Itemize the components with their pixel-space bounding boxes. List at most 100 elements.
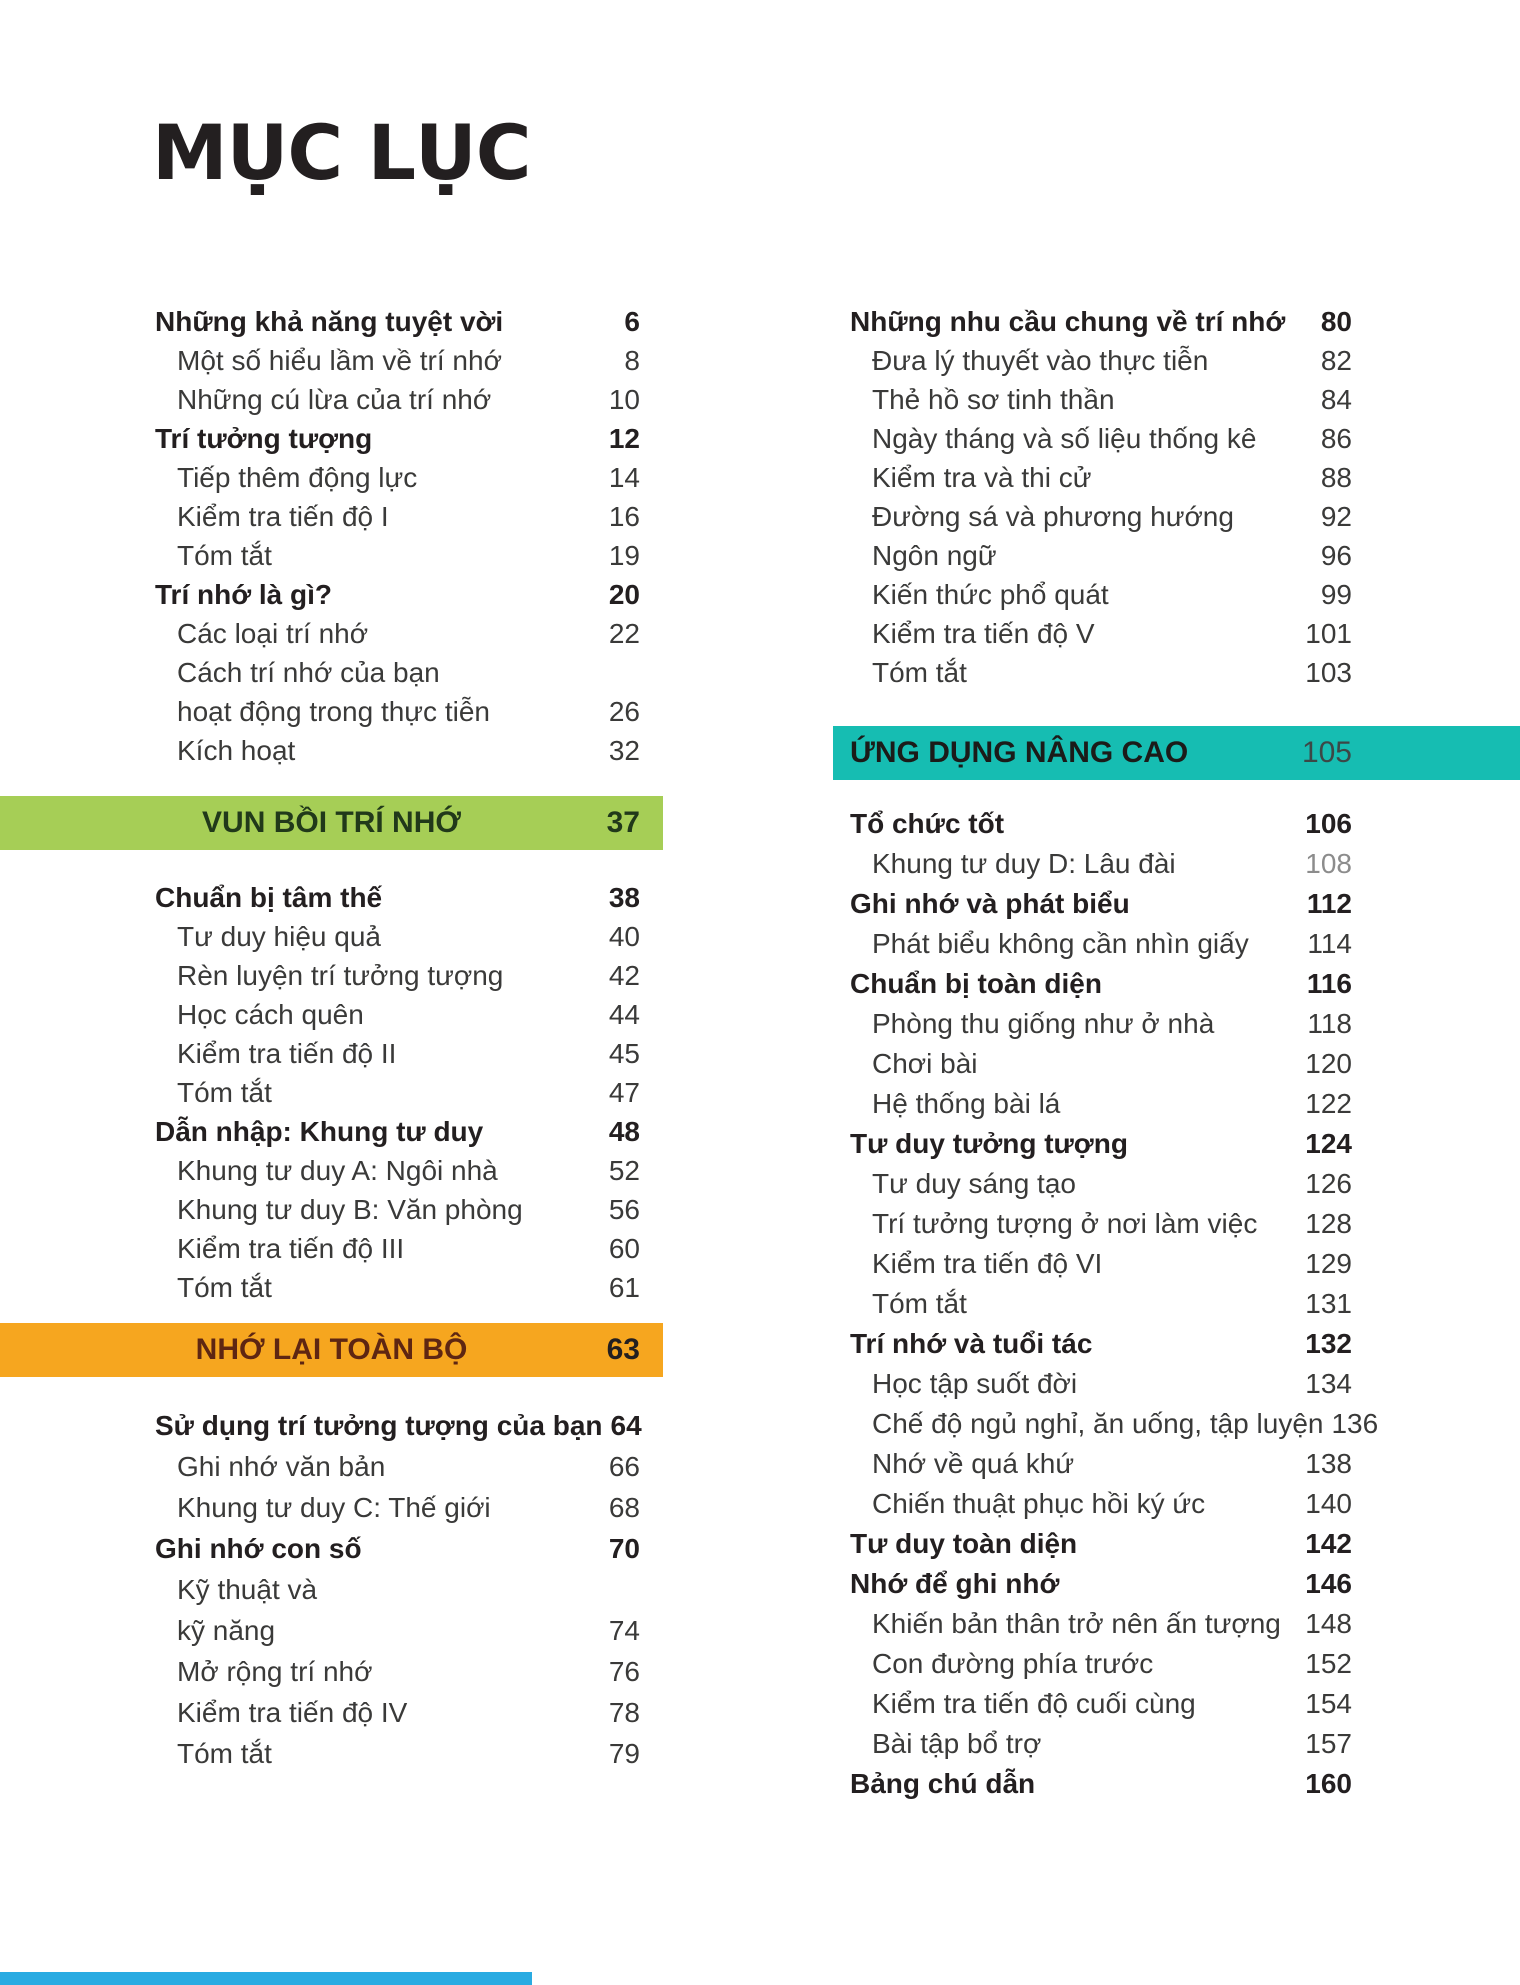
toc-entry-page: 154: [1305, 1688, 1352, 1719]
toc-entry: Ghi nhớ con số 70: [0, 1528, 663, 1569]
toc-entry-label: Con đường phía trước: [872, 1648, 1154, 1679]
toc-entry: Bảng chú dẫn 160: [833, 1764, 1520, 1804]
toc-entry-label: Kiểm tra tiến độ VI: [872, 1248, 1103, 1279]
toc-entry-label: Chế độ ngủ nghỉ, ăn uống, tập luyện: [872, 1408, 1324, 1439]
toc-entry-label: Kiểm tra tiến độ I: [177, 500, 389, 532]
section-bar-page: 105: [1301, 736, 1352, 769]
toc-entry-label: Tổ chức tốt: [850, 808, 1005, 839]
toc-entry-label: Ghi nhớ con số: [155, 1532, 362, 1564]
toc-entry-page: 19: [608, 539, 640, 571]
toc-entry-page: 56: [608, 1193, 640, 1225]
toc-entry-label: Bảng chú dẫn: [850, 1768, 1036, 1799]
toc-block: Sử dụng trí tưởng tượng của bạn 64 Ghi nhớ…: [0, 1405, 663, 1774]
toc-entry: Trí tưởng tượng ở nơi làm việc 128: [833, 1204, 1520, 1244]
toc-entry-page: 99: [1320, 578, 1352, 610]
toc-entry: Tóm tắt 79: [0, 1733, 663, 1774]
toc-entry-label: Trí nhớ là gì?: [155, 578, 333, 610]
toc-entry-label: Tóm tắt: [177, 1271, 272, 1303]
toc-entry-label: Những khả năng tuyệt vời: [155, 305, 504, 337]
toc-block: Những nhu cầu chung về trí nhớ 80 Đưa lý t…: [833, 302, 1520, 692]
toc-entry-label: Các loại trí nhớ: [177, 617, 369, 649]
toc-entry: Hệ thống bài lá 122: [833, 1084, 1520, 1124]
toc-block: Những khả năng tuyệt vời 6 Một số hiểu lầm…: [0, 302, 663, 770]
toc-entry: Khung tư duy B: Văn phòng 56: [0, 1190, 663, 1229]
toc-entry-page: 146: [1305, 1568, 1352, 1599]
toc-entry-page: 26: [608, 695, 640, 727]
toc-entry: Tóm tắt 61: [0, 1268, 663, 1307]
toc-entry-label: Kích hoạt: [177, 734, 296, 766]
toc-entry-label: Tóm tắt: [177, 1737, 272, 1769]
toc-entry: Kiểm tra tiến độ VI 129: [833, 1244, 1520, 1284]
toc-entry-label: Thẻ hồ sơ tinh thần: [872, 383, 1115, 415]
toc-entry-page: 74: [608, 1614, 640, 1646]
toc-entry: Tổ chức tốt 106: [833, 804, 1520, 844]
toc-entry: Trí nhớ là gì? 20: [0, 575, 663, 614]
toc-entry-page: 78: [608, 1696, 640, 1728]
toc-entry-page: 40: [608, 920, 640, 952]
toc-entry-label: Chơi bài: [872, 1048, 978, 1079]
toc-entry-label: Khung tư duy C: Thế giới: [177, 1491, 491, 1523]
page-title: MỤC LỤC: [152, 108, 531, 197]
toc-entry-page: 120: [1305, 1048, 1352, 1079]
toc-entry-label: Kiểm tra tiến độ V: [872, 617, 1095, 649]
toc-entry-label: Mở rộng trí nhớ: [177, 1655, 373, 1687]
toc-entry-label: hoạt động trong thực tiễn: [177, 695, 490, 727]
toc-entry: Chuẩn bị tâm thế 38: [0, 878, 663, 917]
toc-entry: Tư duy hiệu quả 40: [0, 917, 663, 956]
toc-entry-label: Đưa lý thuyết vào thực tiễn: [872, 344, 1209, 376]
toc-entry-page: 129: [1305, 1248, 1352, 1279]
toc-entry-label: Chuẩn bị toàn diện: [850, 968, 1102, 999]
toc-entry-page: 106: [1305, 808, 1352, 839]
toc-entry-label: Khung tư duy A: Ngôi nhà: [177, 1154, 498, 1186]
toc-entry-page: 122: [1305, 1088, 1352, 1119]
toc-entry-page: 70: [608, 1532, 640, 1564]
toc-entry: Trí tưởng tượng 12: [0, 419, 663, 458]
toc-entry: Tư duy toàn diện 142: [833, 1524, 1520, 1564]
toc-entry: Chơi bài 120: [833, 1044, 1520, 1084]
toc-entry-page: 6: [624, 305, 640, 337]
toc-entry-page: 12: [608, 422, 640, 454]
toc-entry-page: 108: [1305, 848, 1352, 879]
section-bar-label: VUN BỒI TRÍ NHỚ: [202, 806, 461, 839]
section-bar-page: 37: [606, 806, 640, 839]
toc-entry-page: 44: [608, 998, 640, 1030]
page-edge-accent: [0, 1972, 532, 1985]
toc-entry: Ghi nhớ văn bản 66: [0, 1446, 663, 1487]
toc-entry-page: 76: [608, 1655, 640, 1687]
toc-entry: Sử dụng trí tưởng tượng của bạn 64: [0, 1405, 663, 1446]
toc-entry-label: Kiểm tra và thi cử: [872, 461, 1092, 493]
toc-entry-page: 16: [608, 500, 640, 532]
toc-entry-page: 86: [1320, 422, 1352, 454]
toc-entry-page: 22: [608, 617, 640, 649]
toc-entry-label: Tư duy toàn diện: [850, 1528, 1078, 1559]
toc-entry-page: 157: [1305, 1728, 1352, 1759]
toc-entry-page: 68: [608, 1491, 640, 1523]
toc-entry: Đường sá và phương hướng 92: [833, 497, 1520, 536]
toc-entry-page: 10: [608, 383, 640, 415]
toc-entry: Kiến thức phổ quát 99: [833, 575, 1520, 614]
toc-entry: Nhớ về quá khứ 138: [833, 1444, 1520, 1484]
toc-entry: Các loại trí nhớ 22: [0, 614, 663, 653]
toc-entry-label: Trí tưởng tượng: [155, 422, 373, 454]
toc-entry: Ngôn ngữ 96: [833, 536, 1520, 575]
toc-entry-page: 61: [608, 1271, 640, 1303]
toc-entry: Đưa lý thuyết vào thực tiễn 82: [833, 341, 1520, 380]
toc-entry: Tóm tắt 19: [0, 536, 663, 575]
toc-entry-page: 138: [1305, 1448, 1352, 1479]
toc-entry-page: 112: [1306, 888, 1352, 919]
toc-entry-label: Khung tư duy D: Lâu đài: [872, 848, 1176, 879]
toc-entry-page: 126: [1305, 1168, 1352, 1199]
toc-entry: Kiểm tra tiến độ cuối cùng 154: [833, 1684, 1520, 1724]
toc-entry-label: Trí nhớ và tuổi tác: [850, 1328, 1093, 1359]
toc-entry: Học cách quên 44: [0, 995, 663, 1034]
toc-entry-page: 32: [608, 734, 640, 766]
toc-entry-page: 136: [1331, 1408, 1379, 1439]
toc-entry-page: 103: [1305, 656, 1352, 688]
toc-entry-label: Tóm tắt: [177, 539, 272, 571]
toc-entry: Rèn luyện trí tưởng tượng 42: [0, 956, 663, 995]
toc-entry: Tư duy tưởng tượng 124: [833, 1124, 1520, 1164]
toc-entry: Ngày tháng và số liệu thống kê 86: [833, 419, 1520, 458]
toc-entry-label: Một số hiểu lầm về trí nhớ: [177, 344, 502, 376]
toc-entry-label: Tóm tắt: [177, 1076, 272, 1108]
toc-entry-page: 140: [1305, 1488, 1352, 1519]
